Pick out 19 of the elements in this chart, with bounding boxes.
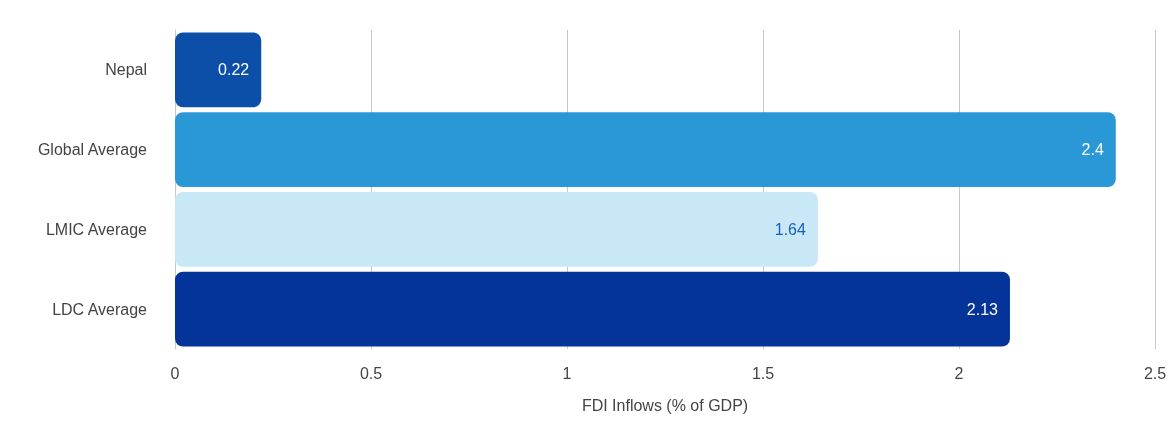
x-tick-label: 1.5 — [751, 364, 775, 382]
y-tick-label: LDC Average — [52, 300, 148, 318]
y-tick-label: Nepal — [105, 61, 147, 79]
x-tick-label: 0 — [170, 364, 180, 382]
bar — [175, 271, 1010, 347]
x-tick-label: 2.5 — [1143, 364, 1167, 382]
x-tick-label: 1 — [562, 364, 572, 382]
bar — [175, 191, 818, 267]
bar — [175, 32, 262, 108]
x-tick-label: 0.5 — [359, 364, 383, 382]
y-tick-label: LMIC Average — [45, 220, 148, 238]
bar — [175, 112, 1116, 188]
data-label: 1.64 — [774, 220, 806, 238]
x-axis-title: FDI Inflows (% of GDP) — [581, 396, 749, 414]
data-label: 2.13 — [966, 300, 999, 318]
y-tick-label: Global Average — [37, 141, 148, 159]
x-tick-label: 2 — [954, 364, 964, 382]
data-label: 0.22 — [218, 61, 250, 79]
data-label: 2.4 — [1081, 141, 1104, 159]
